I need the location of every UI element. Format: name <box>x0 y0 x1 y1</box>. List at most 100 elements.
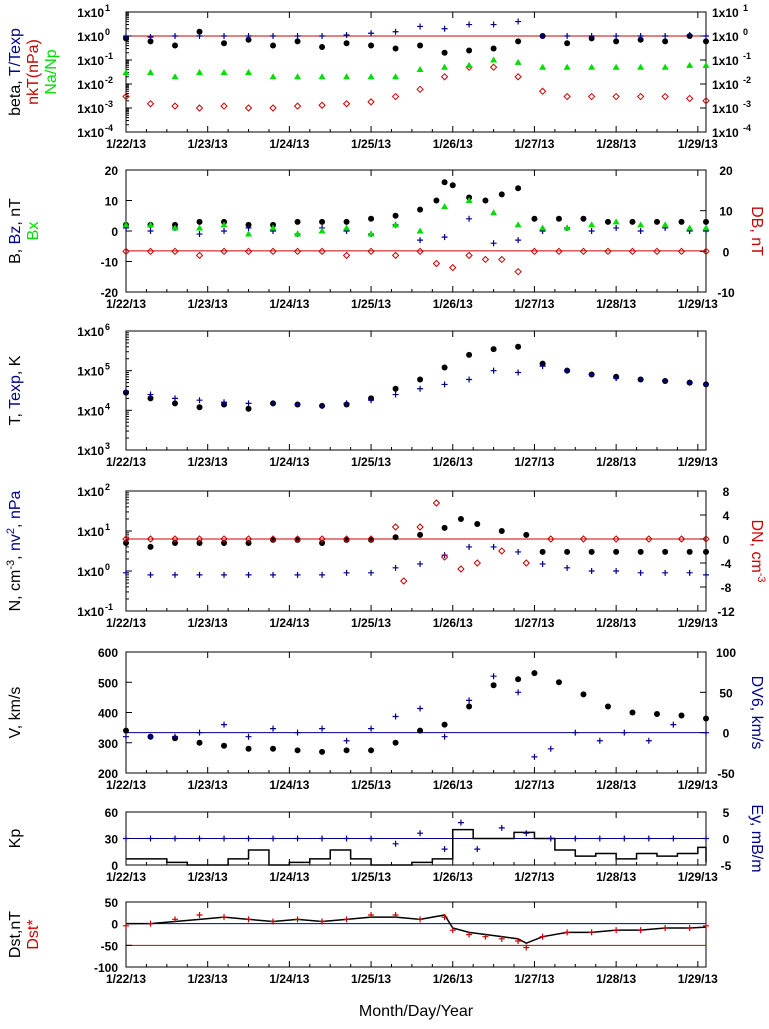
panel-velocity: 200 300 400 500 600 -50 0 50 100 DV6, km/s 1/22/13… <box>7 646 765 792</box>
Bx-point-24 <box>702 224 710 231</box>
Dst*-point-17 <box>498 935 505 942</box>
Bx-point-6 <box>269 224 277 231</box>
DN-point-18 <box>498 547 506 555</box>
ytick-label-4-4: 600 <box>98 646 118 660</box>
beta-point-2 <box>172 42 179 49</box>
N-point-22 <box>637 548 644 555</box>
ytick-right-label-1-1: 0 <box>723 245 730 259</box>
Na/Np-point-23 <box>686 61 694 68</box>
Dst*-point-13 <box>441 914 448 921</box>
T-point-15 <box>490 346 497 353</box>
xtick-label-0-2: 1/24/13 <box>269 137 309 151</box>
xtick-label-4-1: 1/23/13 <box>188 778 228 792</box>
DB-point-25 <box>677 247 686 256</box>
Ey-point-18 <box>547 835 554 842</box>
Bz-point-12 <box>417 237 424 244</box>
V-point-4 <box>221 742 228 749</box>
ytick-right-exp-0-2: -1 <box>743 51 751 61</box>
ytick-right-label-3-0: -12 <box>717 605 735 619</box>
Bx-point-20 <box>612 218 620 225</box>
B-point-12 <box>417 206 424 213</box>
Dst*-point-15 <box>466 931 473 938</box>
xtick-label-5-7: 1/29/13 <box>678 870 718 884</box>
Na/Np-point-16 <box>514 58 522 65</box>
T/Texp-point-6 <box>270 33 277 39</box>
series-nkT(nPa) <box>122 63 710 112</box>
DN-point-12 <box>400 577 408 585</box>
xtick-label-0-5: 1/27/13 <box>514 137 554 151</box>
series-line-Kp <box>126 828 707 866</box>
T/Texp-point-10 <box>368 30 375 37</box>
Ey-point-20 <box>596 835 603 842</box>
ytick-exp-3-1: 1 <box>105 522 110 532</box>
ytick-right-label-5-0: -5 <box>721 859 732 873</box>
left-axis-label-3: N, cm-3, nv2, nPa <box>5 490 24 611</box>
xtick-label-0-3: 1/25/13 <box>351 137 391 151</box>
DB-point-4 <box>220 247 228 256</box>
Dst*-point-2 <box>172 916 179 923</box>
xtick-label-2-0: 1/22/13 <box>106 455 146 469</box>
Texp-point-15 <box>490 367 497 374</box>
Dst*-point-27 <box>703 922 709 929</box>
Ey-point-13 <box>441 846 448 853</box>
Texp-point-11 <box>392 391 399 398</box>
DV6-point-9 <box>343 737 350 744</box>
DV6-point-14 <box>466 697 473 704</box>
B-point-19 <box>515 185 522 192</box>
nkT(nPa)-point-7 <box>293 102 302 110</box>
ytick-label-4-3: 500 <box>98 676 118 690</box>
beta-point-3 <box>196 28 203 35</box>
N-point-19 <box>564 548 571 555</box>
T-point-1 <box>147 395 154 402</box>
nv2-point-12 <box>417 560 424 567</box>
Na/Np-point-19 <box>588 63 596 70</box>
nv2-point-21 <box>637 569 644 576</box>
ytick-right-label-4-1: 0 <box>723 727 730 741</box>
beta-point-16 <box>515 38 522 45</box>
xtick-label-4-0: 1/22/13 <box>106 778 146 792</box>
Texp-point-22 <box>662 377 669 384</box>
N-point-21 <box>613 548 620 555</box>
N-point-16 <box>498 528 505 534</box>
ytick-right-label-0-4: 1x10 <box>712 102 739 116</box>
T-point-16 <box>515 343 522 350</box>
xtick-label-2-2: 1/24/13 <box>269 455 309 469</box>
V-point-18 <box>555 679 562 686</box>
nv2-point-9 <box>343 569 350 576</box>
B-point-14 <box>441 179 448 186</box>
xtick-label-0-6: 1/28/13 <box>596 137 636 151</box>
ytick-label-1-1: -10 <box>101 256 119 270</box>
nv2-point-18 <box>564 564 571 571</box>
Na/Np-point-21 <box>637 63 645 70</box>
ytick-label-0-4: 1x10 <box>77 102 104 116</box>
xtick-label-5-0: 1/22/13 <box>106 870 146 884</box>
ytick-right-label-3-2: -4 <box>721 557 732 571</box>
V-point-22 <box>653 711 660 718</box>
nkT(nPa)-point-10 <box>367 98 375 106</box>
Texp-point-1 <box>147 391 154 398</box>
V-point-15 <box>490 682 497 689</box>
ytick-right-label-3-3: 0 <box>723 533 730 547</box>
N-point-12 <box>417 531 424 538</box>
DB-point-10 <box>367 247 375 256</box>
nv2-point-2 <box>172 571 179 578</box>
left-axis-label-5: Kp <box>7 829 24 849</box>
N-point-18 <box>539 548 546 555</box>
nkT(nPa)-point-3 <box>195 104 204 112</box>
DB-point-22 <box>604 247 612 256</box>
series-beta <box>123 28 709 56</box>
T/Texp-point-21 <box>637 33 644 39</box>
N-point-10 <box>368 536 375 543</box>
ytick-label-0-5: 1x10 <box>77 126 104 140</box>
N-point-1 <box>147 543 154 550</box>
N-point-11 <box>392 534 399 541</box>
DV6-point-16 <box>515 689 522 696</box>
Na/Np-point-9 <box>343 73 351 80</box>
Dst*-point-5 <box>245 916 252 923</box>
DN-point-3 <box>195 535 204 543</box>
Dst*-point-7 <box>294 916 301 923</box>
DB-point-5 <box>244 247 253 256</box>
Ey-point-22 <box>645 835 652 842</box>
ytick-right-label-1-2: 10 <box>719 205 733 219</box>
Bx-point-16 <box>514 221 522 228</box>
